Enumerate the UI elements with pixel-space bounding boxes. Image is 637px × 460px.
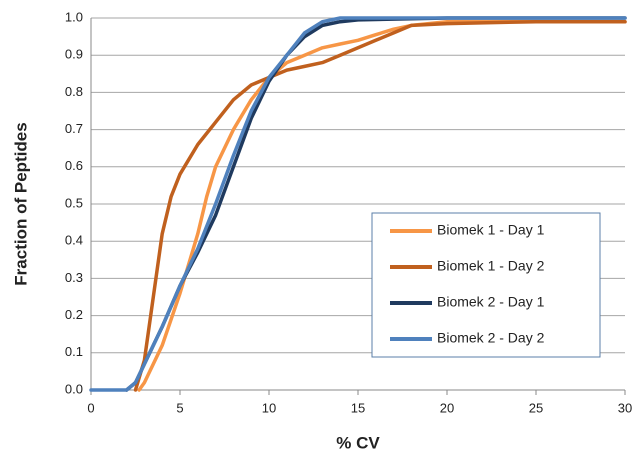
y-tick-label: 0.8 bbox=[65, 84, 83, 99]
x-tick-label: 0 bbox=[87, 400, 94, 415]
y-axis-title: Fraction of Peptides bbox=[11, 122, 30, 285]
y-tick-label: 0.9 bbox=[65, 47, 83, 62]
y-tick-label: 0.1 bbox=[65, 344, 83, 359]
x-tick-label: 10 bbox=[262, 400, 276, 415]
y-tick-label: 0.7 bbox=[65, 121, 83, 136]
y-tick-label: 0.2 bbox=[65, 307, 83, 322]
y-tick-label: 1.0 bbox=[65, 9, 83, 24]
x-tick-label: 15 bbox=[351, 400, 365, 415]
legend-box bbox=[371, 212, 601, 358]
x-axis-title: % CV bbox=[336, 433, 380, 452]
y-tick-label: 0.3 bbox=[65, 270, 83, 285]
legend-text: Biomek 2 - Day 1 bbox=[437, 294, 545, 310]
y-tick-label: 0.5 bbox=[65, 195, 83, 210]
y-tick-label: 0.0 bbox=[65, 381, 83, 396]
legend-text: Biomek 1 - Day 1 bbox=[437, 222, 545, 238]
series-line bbox=[89, 16, 627, 392]
y-tick-label: 0.6 bbox=[65, 158, 83, 173]
series-line bbox=[133, 19, 627, 392]
x-tick-label: 30 bbox=[618, 400, 632, 415]
legend-text: Biomek 2 - Day 2 bbox=[437, 330, 545, 346]
x-tick-label: 20 bbox=[440, 400, 454, 415]
y-tick-label: 0.4 bbox=[65, 233, 83, 248]
x-tick-label: 5 bbox=[176, 400, 183, 415]
x-tick-label: 25 bbox=[529, 400, 543, 415]
legend-text: Biomek 1 - Day 2 bbox=[437, 258, 545, 274]
